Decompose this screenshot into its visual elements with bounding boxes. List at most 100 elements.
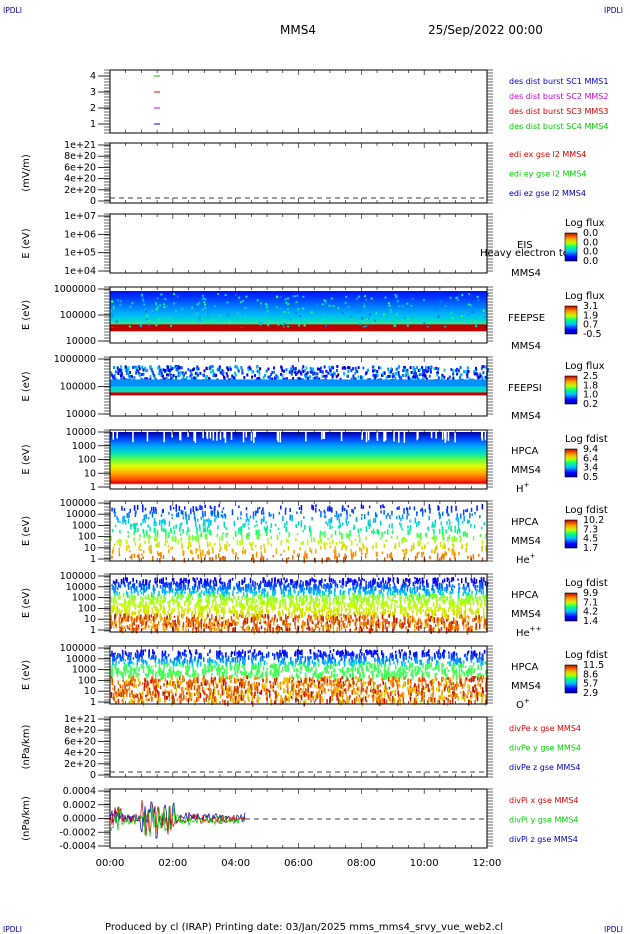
- spectro-pixel: [164, 616, 166, 622]
- spectro-pixel: [354, 610, 356, 617]
- spectro-pixel: [291, 579, 293, 582]
- spectro-pixel: [316, 372, 319, 376]
- spectro-pixel: [446, 619, 448, 622]
- spectro-pixel: [442, 600, 445, 604]
- spectro-pixel: [392, 586, 395, 590]
- spectro-pixel: [330, 608, 332, 613]
- spectro-pixel: [119, 372, 122, 376]
- spectro-pixel: [219, 371, 222, 375]
- spectro-pixel: [120, 578, 123, 585]
- spectro-pixel: [442, 535, 444, 541]
- spectro-pixel: [236, 612, 239, 619]
- spectro-pixel: [135, 627, 138, 634]
- spectro-pixel: [350, 598, 353, 603]
- spectro-pixel: [189, 542, 192, 546]
- spectro-pixel: [301, 626, 304, 633]
- spectro-pixel: [412, 606, 415, 610]
- spectro-pixel: [401, 373, 404, 377]
- spectro-pixel: [110, 371, 113, 375]
- spectro-pixel: [119, 300, 122, 303]
- spectro-pixel: [217, 619, 220, 624]
- spectro-pixel: [265, 521, 267, 524]
- spectro-pixel: [245, 534, 248, 539]
- spectro-pixel: [172, 525, 175, 530]
- spectro-pixel: [213, 622, 216, 627]
- spectro-pixel: [341, 544, 344, 548]
- spectro-pixel: [391, 530, 394, 534]
- spectro-pixel: [374, 375, 377, 379]
- spectro-pixel: [251, 541, 254, 546]
- spectro-pixel: [231, 577, 234, 581]
- spectro-pixel: [305, 605, 308, 612]
- spectro-pixel: [323, 599, 325, 603]
- spectro-pixel: [439, 617, 441, 623]
- spectro-pixel: [442, 618, 445, 624]
- spectro-pixel: [158, 519, 161, 526]
- spectro-pixel: [439, 606, 442, 611]
- spectro-pixel: [170, 547, 172, 550]
- instrument-label: FEEPSE: [508, 313, 545, 324]
- spectro-pixel: [394, 543, 397, 549]
- spectro-pixel: [302, 541, 304, 545]
- spectro-pixel: [119, 621, 122, 625]
- spectro-pixel: [238, 531, 240, 534]
- spectro-pixel: [118, 553, 121, 557]
- spectro-pixel: [411, 297, 414, 300]
- spectro-pixel: [219, 367, 222, 371]
- spectro-pixel: [256, 369, 259, 373]
- spectro-pixel: [114, 581, 116, 586]
- spectro-pixel: [456, 606, 459, 613]
- spectro-pixel: [231, 509, 234, 516]
- spectro-pixel: [444, 587, 446, 592]
- spectro-pixel: [224, 513, 227, 519]
- spectro-pixel: [153, 587, 156, 592]
- spectro-pixel: [454, 525, 457, 529]
- spectro-pixel: [338, 526, 340, 529]
- spectro-pixel: [169, 584, 172, 591]
- spectro-pixel: [308, 607, 310, 612]
- spectro-pixel: [431, 549, 433, 554]
- spectro-pixel: [463, 370, 466, 374]
- spectro-pixel: [363, 302, 366, 305]
- spectro-pixel: [335, 599, 337, 606]
- spectro-pixel: [413, 506, 416, 511]
- spectro-pixel: [474, 320, 477, 323]
- spectro-pixel: [319, 514, 322, 517]
- spectro-pixel: [226, 301, 229, 304]
- spectro-pixel: [147, 606, 149, 611]
- spectro-pixel: [380, 315, 383, 318]
- spectro-pixel: [339, 522, 342, 528]
- spectro-pixel: [306, 627, 308, 630]
- spectro-pixel: [168, 532, 170, 538]
- spectro-pixel: [177, 618, 180, 622]
- spectro-pixel: [217, 367, 220, 371]
- spectro-gap: [245, 432, 248, 438]
- colorbar-tick-label: 2.5: [583, 371, 598, 382]
- spectro-pixel: [328, 577, 331, 582]
- spectro-pixel: [193, 376, 196, 380]
- spectro-pixel: [382, 621, 384, 627]
- spectro-pixel: [364, 593, 366, 597]
- spectro-pixel: [140, 325, 143, 328]
- spectro-pixel: [205, 519, 207, 522]
- spectro-pixel: [133, 522, 135, 529]
- spectro-pixel: [268, 623, 270, 628]
- spectro-pixel: [285, 368, 288, 372]
- spectro-pixel: [205, 617, 208, 620]
- spectro-pixel: [253, 624, 255, 627]
- spectro-pixel: [144, 308, 147, 311]
- spectro-pixel: [382, 607, 385, 610]
- spectro-pixel: [364, 614, 367, 619]
- spectro-pixel: [261, 590, 264, 594]
- spectro-pixel: [386, 584, 388, 589]
- spectro-pixel: [310, 589, 312, 594]
- spectro-pixel: [182, 621, 185, 628]
- spectro-pixel: [260, 302, 263, 305]
- spectro-pixel: [320, 608, 323, 612]
- spectro-pixel: [312, 628, 314, 633]
- spectro-pixel: [128, 594, 131, 600]
- spectro-pixel: [325, 603, 328, 609]
- spectro-pixel: [327, 522, 329, 527]
- spectro-pixel: [420, 509, 422, 512]
